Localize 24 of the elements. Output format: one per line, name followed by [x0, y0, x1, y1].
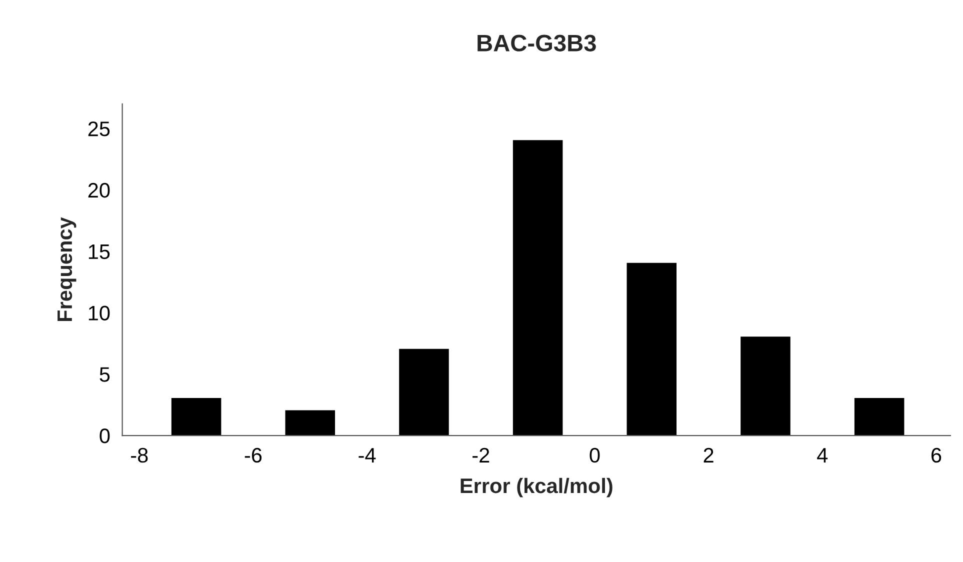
x-tick-label: -4 [358, 448, 376, 462]
bar [740, 336, 790, 436]
x-axis-title: Error (kcal/mol) [460, 478, 612, 498]
x-tick-label: 6 [932, 448, 942, 463]
y-tick-label: 5 [100, 367, 110, 382]
bar [399, 348, 449, 436]
y-tick-label: 10 [88, 306, 110, 320]
y-tick-label: 15 [88, 244, 110, 260]
bar [854, 398, 904, 436]
x-tick-label: -2 [472, 448, 490, 462]
x-tick-label: -8 [131, 448, 148, 463]
bar [626, 262, 677, 436]
y-tick-label: 25 [88, 122, 110, 136]
bar [512, 140, 563, 436]
x-tick-label: -6 [244, 448, 262, 463]
bar [171, 398, 222, 436]
x-tick-label: 2 [704, 448, 714, 462]
y-tick-label: 0 [100, 428, 110, 444]
y-axis-title: Frequency [58, 217, 76, 322]
y-tick-label: 20 [88, 182, 110, 198]
bar [285, 410, 336, 436]
x-tick-label: 0 [590, 448, 600, 463]
x-tick-label: 4 [817, 448, 828, 462]
chart-title: BAC-G3B3 [478, 34, 596, 52]
